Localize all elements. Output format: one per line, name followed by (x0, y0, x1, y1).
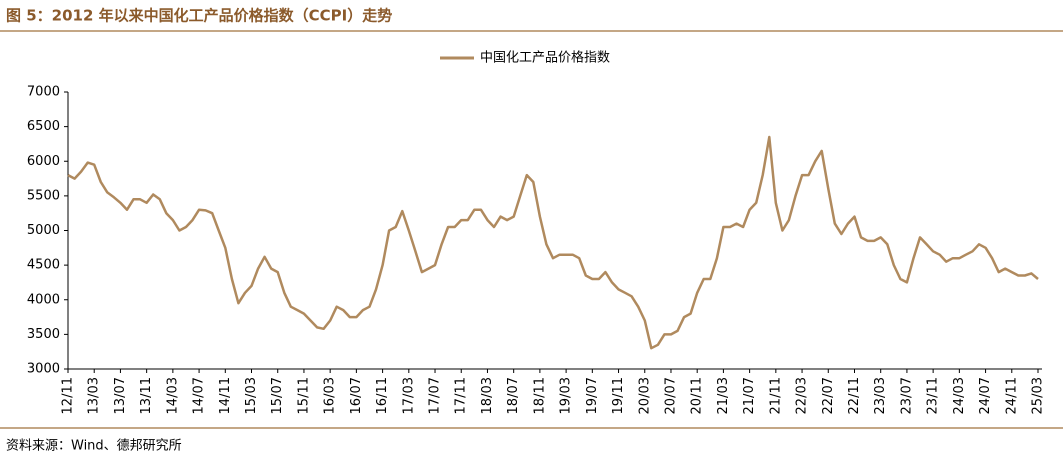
x-tick-label: 20/11 (690, 377, 705, 414)
x-tick-label: 17/03 (401, 377, 416, 414)
x-tick-label: 19/03 (559, 377, 574, 414)
x-tick-label: 20/03 (637, 377, 652, 414)
x-tick-label: 22/07 (821, 377, 836, 414)
x-tick-label: 20/07 (663, 377, 678, 414)
x-tick-label: 19/07 (585, 377, 600, 414)
x-tick-label: 22/11 (847, 377, 862, 414)
x-tick-label: 14/11 (218, 377, 233, 414)
x-tick-label: 19/11 (611, 377, 626, 414)
x-tick-label: 23/03 (873, 377, 888, 414)
x-tick-label: 17/11 (454, 377, 469, 414)
x-tick-label: 22/03 (795, 377, 810, 414)
x-tick-label: 24/03 (952, 377, 967, 414)
x-tick-label: 21/11 (768, 377, 783, 414)
x-tick-label: 25/03 (1031, 377, 1046, 414)
x-tick-label: 14/07 (192, 377, 207, 414)
x-tick-label: 23/07 (899, 377, 914, 414)
y-tick-label: 6500 (27, 119, 60, 134)
x-tick-label: 18/11 (532, 377, 547, 414)
series-line (67, 135, 1039, 350)
x-tick-label: 14/03 (165, 377, 180, 414)
y-tick-label: 7000 (27, 85, 60, 100)
y-tick-label: 4000 (27, 292, 60, 307)
x-tick-label: 15/11 (296, 377, 311, 414)
y-tick-label: 5000 (27, 223, 60, 238)
x-tick-label: 21/03 (716, 377, 731, 414)
x-tick-label: 16/03 (323, 377, 338, 414)
y-tick-label: 3500 (27, 327, 60, 342)
x-tick-label: 23/11 (926, 377, 941, 414)
x-tick-label: 13/07 (113, 377, 128, 414)
y-tick-label: 6000 (27, 154, 60, 169)
x-tick-label: 12/11 (61, 377, 76, 414)
x-tick-label: 24/07 (978, 377, 993, 414)
x-tick-label: 15/03 (244, 377, 259, 414)
x-tick-label: 16/11 (375, 377, 390, 414)
x-tick-label: 18/03 (480, 377, 495, 414)
y-tick-label: 3000 (27, 362, 60, 377)
legend-label: 中国化工产品价格指数 (480, 50, 610, 66)
x-tick-label: 16/07 (349, 377, 364, 414)
x-tick-label: 13/03 (87, 377, 102, 414)
x-tick-label: 17/07 (428, 377, 443, 414)
y-tick-label: 5500 (27, 188, 60, 203)
x-tick-label: 15/07 (270, 377, 285, 414)
x-tick-label: 24/11 (1004, 377, 1019, 414)
chart-title: 图 5：2012 年以来中国化工产品价格指数（CCPI）走势 (6, 7, 392, 25)
x-tick-label: 13/11 (139, 377, 154, 414)
x-tick-label: 21/07 (742, 377, 757, 414)
y-tick-label: 4500 (27, 258, 60, 273)
x-tick-label: 18/07 (506, 377, 521, 414)
source: 资料来源：Wind、德邦研究所 (6, 439, 182, 454)
